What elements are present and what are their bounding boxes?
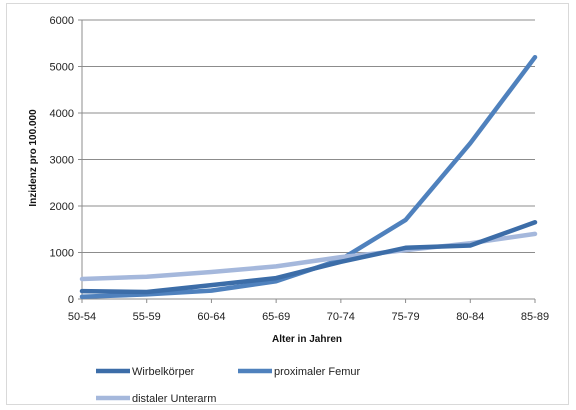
y-tick-label: 4000 [50, 108, 74, 120]
legend-label: distaler Unterarm [132, 393, 216, 405]
y-tick-label: 2000 [50, 201, 74, 213]
series-line-0 [79, 220, 538, 295]
legend-label: proximaler Femur [274, 366, 361, 378]
gridlines [82, 19, 535, 253]
legend: Wirbelkörper proximaler Femur distaler Unt… [96, 366, 361, 405]
y-tick-label: 3000 [50, 155, 74, 167]
x-tick-label: 55-59 [133, 311, 161, 323]
y-tick-label: 1000 [50, 248, 74, 260]
x-axis-title: Alter in Jahren [272, 334, 342, 345]
x-tick-label: 50-54 [68, 311, 96, 323]
y-tick-label: 6000 [50, 15, 74, 27]
x-tick-label: 60-64 [197, 311, 225, 323]
x-tick-label: 85-89 [521, 311, 549, 323]
y-axis-title: Inzidenz pro 100.000 [28, 109, 39, 207]
y-tick-label: 5000 [50, 62, 74, 74]
y-tick-label: 0 [68, 294, 74, 306]
x-tick-label: 70-74 [327, 311, 355, 323]
x-tick-label: 80-84 [456, 311, 484, 323]
axes [78, 19, 536, 303]
y-tick-labels: 0 1000 2000 3000 4000 5000 6000 [50, 15, 74, 306]
legend-label: Wirbelkörper [132, 366, 195, 378]
x-tick-labels: 50-54 55-59 60-64 65-69 70-74 75-79 80-84 85-89 [68, 311, 549, 323]
x-tick-label: 75-79 [392, 311, 420, 323]
series-lines [79, 54, 538, 299]
x-tick-label: 65-69 [262, 311, 290, 323]
chart-frame [6, 3, 569, 405]
